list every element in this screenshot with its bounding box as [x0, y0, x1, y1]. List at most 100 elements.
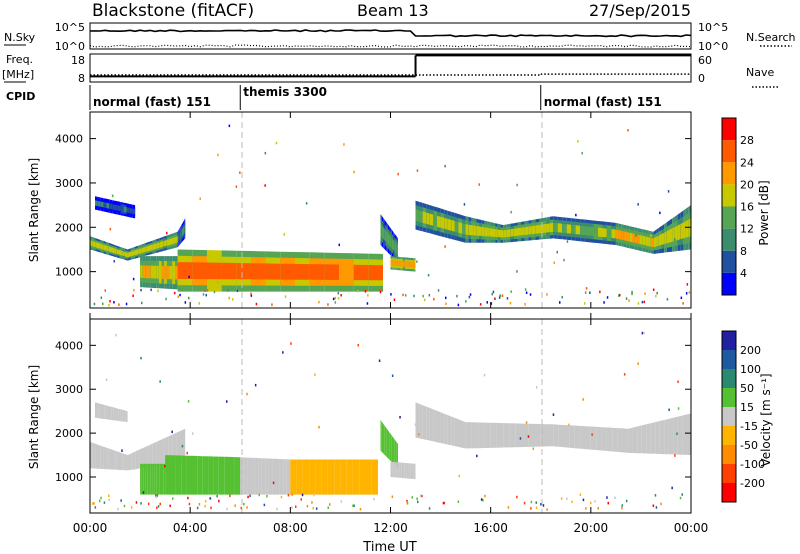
data-band — [422, 405, 427, 440]
data-band — [272, 458, 276, 495]
data-band — [479, 226, 482, 236]
speckle — [291, 506, 293, 509]
data-band — [181, 228, 183, 237]
speckle — [313, 493, 315, 497]
data-band — [309, 264, 325, 280]
velocity-colorbar: 200 100 50 15 -15 -50 -100 -200 Velocity [m s⁻¹… — [721, 330, 773, 503]
speckle — [652, 504, 655, 507]
speckle — [102, 302, 104, 305]
speckle — [231, 298, 234, 301]
speckle — [635, 234, 637, 237]
speckle — [510, 210, 512, 214]
speckle — [284, 295, 287, 298]
data-band — [92, 442, 96, 469]
data-band — [102, 404, 105, 419]
data-band — [611, 229, 616, 239]
speckle — [637, 302, 640, 305]
speckle — [108, 303, 110, 307]
data-band — [103, 202, 107, 209]
data-band — [575, 225, 581, 235]
power-colorbar-swatch — [722, 206, 736, 229]
speckle — [258, 493, 260, 497]
data-band — [386, 231, 388, 245]
speckle — [406, 500, 408, 504]
data-band — [510, 228, 514, 237]
speckle — [228, 124, 231, 128]
data-band — [156, 265, 159, 279]
data-band — [444, 413, 448, 445]
power-ytick-label: 1000 — [55, 266, 83, 279]
speckle — [113, 301, 115, 304]
speckle — [421, 494, 423, 498]
data-band — [666, 229, 670, 244]
speckle — [113, 260, 115, 263]
speckle — [155, 494, 157, 497]
velocity-ytick-label: 4000 — [55, 339, 83, 352]
data-band — [503, 229, 507, 238]
speckle — [411, 496, 413, 499]
speckle — [205, 293, 207, 297]
data-band — [601, 427, 607, 451]
speckle — [291, 493, 293, 496]
data-band — [451, 219, 455, 232]
speckle — [234, 504, 236, 507]
speckle — [117, 507, 119, 511]
data-band — [413, 262, 416, 268]
speckle — [650, 234, 652, 237]
data-band — [265, 263, 281, 280]
speckle — [172, 497, 174, 500]
data-band — [429, 213, 434, 226]
data-band — [506, 229, 511, 238]
data-band — [680, 222, 683, 240]
data-band — [170, 237, 175, 245]
data-band — [403, 462, 405, 479]
data-band — [106, 447, 109, 470]
data-band — [265, 458, 269, 495]
data-band — [440, 216, 445, 229]
speckle — [397, 172, 399, 176]
data-band — [471, 422, 479, 449]
speckle — [524, 288, 527, 291]
data-band — [394, 438, 396, 466]
speckle — [546, 508, 548, 511]
data-band — [412, 262, 414, 268]
data-band — [468, 224, 471, 236]
speckle — [247, 495, 249, 499]
data-band — [103, 244, 107, 251]
speckle — [318, 425, 320, 429]
speckle — [104, 289, 106, 292]
data-band — [447, 218, 452, 231]
data-band — [183, 226, 185, 235]
speckle — [305, 202, 308, 205]
data-band — [166, 238, 171, 246]
speckle — [140, 502, 142, 505]
data-band — [672, 227, 675, 242]
power-colorbar-label: Power [dB] — [757, 180, 771, 245]
data-band — [140, 463, 142, 495]
speckle — [682, 302, 684, 305]
speckle — [416, 169, 419, 172]
data-band — [528, 226, 532, 235]
speckle — [530, 500, 533, 504]
data-band — [144, 445, 149, 468]
speckle — [422, 294, 424, 298]
data-band — [564, 425, 570, 448]
data-band — [243, 457, 248, 495]
speckle — [159, 502, 161, 506]
data-band — [163, 239, 167, 247]
xtick-label: 00:00 — [674, 521, 709, 535]
speckle — [577, 140, 579, 143]
data-band — [116, 451, 120, 470]
speckle — [566, 497, 568, 500]
data-band — [192, 455, 198, 495]
speckle — [111, 194, 114, 198]
cpid-label: CPID — [6, 90, 35, 103]
data-band — [395, 260, 398, 267]
data-band — [534, 423, 541, 447]
speckle — [579, 493, 582, 496]
data-band — [346, 459, 353, 495]
data-band — [648, 237, 651, 247]
data-band — [632, 233, 635, 243]
data-band — [108, 448, 112, 470]
